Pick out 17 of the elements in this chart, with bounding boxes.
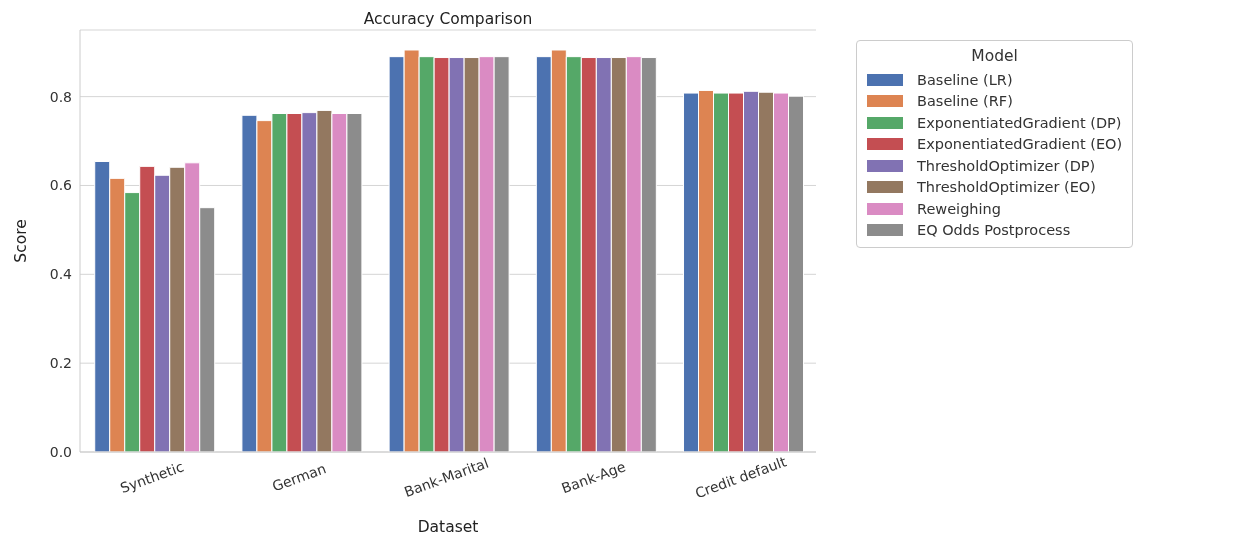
legend-label: Baseline (LR): [917, 71, 1013, 88]
legend-label: ThresholdOptimizer (EO): [917, 179, 1096, 196]
legend-label: Baseline (RF): [917, 93, 1013, 110]
legend-title: Model: [970, 47, 1019, 65]
legend-label: EQ Odds Postprocess: [917, 222, 1071, 239]
x-axis-title: Dataset: [417, 518, 479, 536]
y-axis-title: Score: [11, 219, 30, 263]
legend-label: ExponentiatedGradient (DP): [917, 114, 1122, 131]
y-tick-label: 0.0: [49, 443, 72, 460]
legend-label: ExponentiatedGradient (EO): [917, 136, 1123, 153]
y-tick-label: 0.8: [49, 88, 72, 105]
y-tick-label: 0.2: [49, 355, 72, 372]
y-tick-label: 0.6: [49, 177, 73, 194]
legend-label: ThresholdOptimizer (DP): [917, 157, 1096, 174]
legend-label: Reweighing: [917, 200, 1001, 217]
y-tick-label: 0.4: [49, 266, 73, 283]
chart-title: Accuracy Comparison: [362, 10, 534, 28]
